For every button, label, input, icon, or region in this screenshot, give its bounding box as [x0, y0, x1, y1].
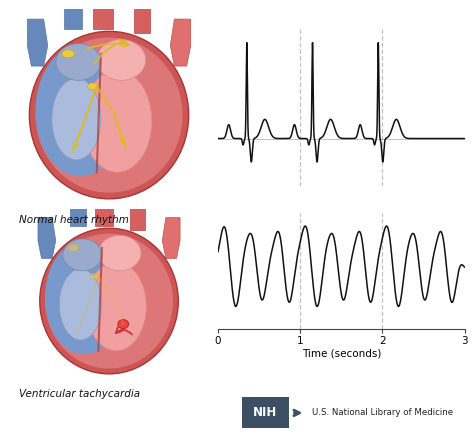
Text: Ventricular tachycardia: Ventricular tachycardia: [19, 388, 140, 399]
Polygon shape: [170, 19, 191, 66]
Ellipse shape: [63, 239, 102, 271]
Polygon shape: [162, 218, 180, 258]
Ellipse shape: [36, 46, 125, 176]
Ellipse shape: [97, 40, 146, 80]
Ellipse shape: [56, 44, 101, 80]
Ellipse shape: [40, 228, 178, 374]
Ellipse shape: [86, 262, 146, 351]
Ellipse shape: [68, 244, 79, 251]
Polygon shape: [130, 205, 145, 230]
Polygon shape: [38, 218, 56, 258]
Ellipse shape: [91, 273, 99, 279]
Polygon shape: [95, 205, 112, 226]
Ellipse shape: [62, 50, 74, 58]
Text: Normal heart rhythm: Normal heart rhythm: [19, 215, 129, 226]
Ellipse shape: [118, 320, 128, 329]
Polygon shape: [27, 19, 48, 66]
Ellipse shape: [36, 37, 182, 193]
Ellipse shape: [59, 269, 102, 340]
Ellipse shape: [82, 70, 152, 172]
Polygon shape: [64, 5, 82, 29]
Polygon shape: [134, 5, 150, 33]
Ellipse shape: [29, 32, 189, 199]
Polygon shape: [70, 205, 86, 226]
Polygon shape: [93, 5, 113, 29]
FancyBboxPatch shape: [242, 397, 289, 428]
Ellipse shape: [45, 241, 123, 354]
Text: U.S. National Library of Medicine: U.S. National Library of Medicine: [312, 408, 453, 417]
X-axis label: Time (seconds): Time (seconds): [301, 348, 381, 358]
Ellipse shape: [88, 83, 98, 90]
Ellipse shape: [52, 78, 101, 160]
Ellipse shape: [99, 235, 141, 271]
Ellipse shape: [45, 234, 173, 369]
Text: NIH: NIH: [253, 406, 278, 420]
